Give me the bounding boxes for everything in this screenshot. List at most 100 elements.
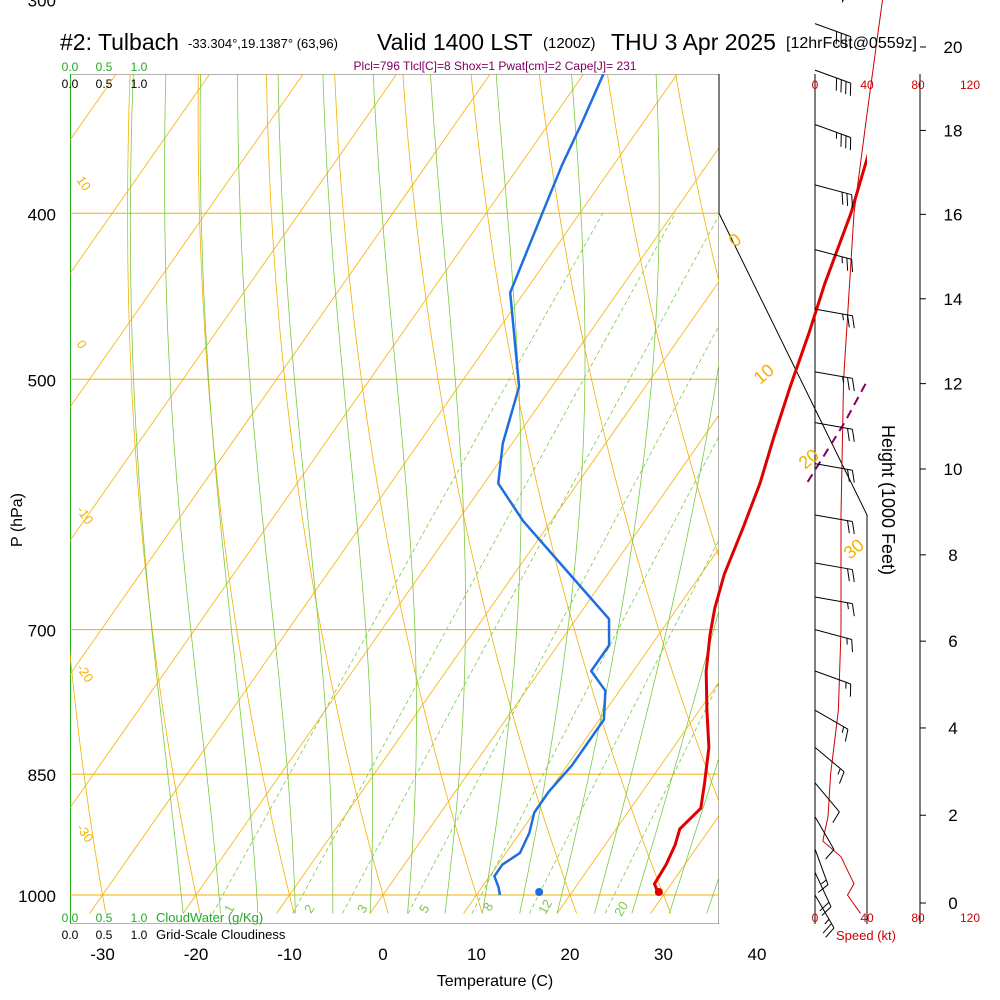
wind-barb-half bbox=[837, 768, 841, 775]
wind-barb-staff bbox=[814, 69, 851, 84]
speed-tick-label: 120 bbox=[960, 78, 980, 92]
wind-barb-full bbox=[832, 811, 840, 823]
wind-barb-staff bbox=[814, 422, 853, 430]
dry-adiabat bbox=[968, 0, 1000, 913]
isotherm-line bbox=[276, 280, 719, 914]
wind-barb-full bbox=[847, 428, 850, 441]
speed-tick-label: 80 bbox=[911, 78, 925, 92]
temperature-tick-label: -10 bbox=[277, 945, 302, 964]
data-layer bbox=[493, 74, 867, 896]
pressure-tick-label: 1000 bbox=[18, 887, 56, 906]
station-title: #2: Tulbach bbox=[60, 29, 179, 55]
speed-tick-label: 0 bbox=[812, 78, 819, 92]
moist-adiabat bbox=[594, 360, 719, 914]
temperature-tick-label: 0 bbox=[378, 945, 387, 964]
speed-axis-label: Speed (kt) bbox=[836, 928, 896, 943]
speed-tick-label: 80 bbox=[911, 911, 925, 925]
cloudwater-label: CloudWater (g/Kg) bbox=[156, 910, 263, 925]
cloud-scale-label: 0.5 bbox=[96, 928, 113, 942]
surface-dew-marker bbox=[535, 888, 544, 896]
mixing-ratio-line bbox=[471, 435, 719, 914]
y-axis-label: P (hPa) bbox=[9, 493, 26, 547]
wind-barb-staff bbox=[814, 23, 851, 38]
isotherm-line bbox=[70, 74, 585, 809]
mixing-ratio-label: 20 bbox=[611, 899, 631, 919]
height-tick-label: 14 bbox=[944, 290, 963, 309]
moist-adiabat bbox=[372, 74, 417, 914]
wind-barb bbox=[814, 69, 852, 96]
dry-adiabat bbox=[470, 74, 672, 914]
moist-adiabat bbox=[631, 608, 719, 914]
isotherm-line bbox=[182, 147, 719, 914]
wind-barb bbox=[814, 596, 855, 617]
cloud-scale-label: 1.0 bbox=[131, 911, 148, 925]
moist-adiabat bbox=[556, 74, 660, 914]
temperature-tick-label: 10 bbox=[467, 945, 486, 964]
wind-barb-staff bbox=[814, 124, 851, 138]
wind-barb bbox=[841, 0, 844, 4]
wind-barb bbox=[814, 371, 855, 392]
mixing-ratio-label: 3 bbox=[354, 902, 371, 916]
wind-barb bbox=[814, 463, 855, 483]
adiabat-label: 0 bbox=[725, 229, 746, 251]
mixing-ratio-line bbox=[212, 213, 604, 914]
mixing-ratio-label: 12 bbox=[535, 897, 555, 917]
temperature-tick-label: 40 bbox=[748, 945, 767, 964]
wind-barb-half bbox=[821, 879, 827, 885]
height-tick-label: 8 bbox=[948, 546, 957, 565]
dry-adiabat bbox=[402, 74, 577, 914]
wind-barb bbox=[814, 709, 849, 742]
wind-barb-staff bbox=[814, 184, 852, 196]
cloud-scale-label: 0.0 bbox=[62, 77, 79, 91]
isotherm-line bbox=[70, 74, 304, 408]
dry-adiabat bbox=[266, 74, 389, 914]
wind-barb bbox=[814, 872, 832, 916]
right-panel bbox=[718, 0, 926, 924]
wind-barb bbox=[814, 894, 835, 938]
temperature-line bbox=[653, 153, 867, 896]
wind-barb-full bbox=[821, 906, 832, 916]
moist-adiabat bbox=[519, 74, 586, 914]
mixing-ratio-line bbox=[407, 324, 719, 914]
wind-barb-staff bbox=[814, 848, 829, 885]
pressure-tick-label: 500 bbox=[28, 371, 56, 390]
height-tick-label: 4 bbox=[948, 719, 957, 738]
wind-barb-staff bbox=[814, 249, 852, 260]
isotherm-label: 10 bbox=[74, 173, 95, 193]
mixing-ratio-line bbox=[342, 214, 719, 914]
height-axis-label: Height (1000 Feet) bbox=[878, 425, 898, 575]
moist-adiabat bbox=[668, 756, 719, 914]
isotherm-line bbox=[89, 74, 678, 914]
wind-barb-full bbox=[844, 729, 849, 742]
speed-tick-label: 120 bbox=[960, 911, 980, 925]
wind-barb-full bbox=[846, 193, 849, 207]
wind-barb-staff bbox=[814, 782, 840, 813]
station-coords: -33.304°,19.1387° (63,96) bbox=[188, 36, 338, 51]
valid-zulu: (1200Z) bbox=[543, 35, 596, 52]
wind-barb-full bbox=[841, 192, 844, 205]
cloud-scale-label: 1.0 bbox=[131, 60, 148, 74]
height-tick-label: 2 bbox=[948, 806, 957, 825]
moist-adiabat bbox=[164, 74, 221, 914]
isotherm-line bbox=[838, 0, 1000, 913]
moist-adiabat bbox=[481, 74, 522, 914]
wind-barb-staff bbox=[814, 670, 851, 685]
height-tick-label: 16 bbox=[944, 205, 963, 224]
wind-barb-full bbox=[851, 639, 853, 653]
wind-barb-full bbox=[851, 259, 853, 273]
wind-barb-full bbox=[851, 315, 855, 329]
wind-barb-flag bbox=[841, 0, 844, 4]
speed-tick-label: 40 bbox=[860, 911, 874, 925]
adiabat-label: 30 bbox=[840, 535, 868, 563]
forecast-info: [12hrFcst@0559z] bbox=[786, 35, 917, 52]
height-tick-label: 6 bbox=[948, 632, 957, 651]
moist-adiabat bbox=[430, 74, 466, 914]
dry-adiabat bbox=[197, 74, 295, 914]
surface-temp-marker bbox=[654, 888, 663, 896]
isotherm-line bbox=[463, 547, 719, 914]
wind-barb bbox=[814, 629, 853, 653]
temperature-tick-label: -20 bbox=[184, 945, 209, 964]
wind-barb-staff bbox=[814, 596, 853, 605]
isotherm-label: -30 bbox=[74, 821, 97, 845]
wind-barb-full bbox=[819, 901, 830, 912]
